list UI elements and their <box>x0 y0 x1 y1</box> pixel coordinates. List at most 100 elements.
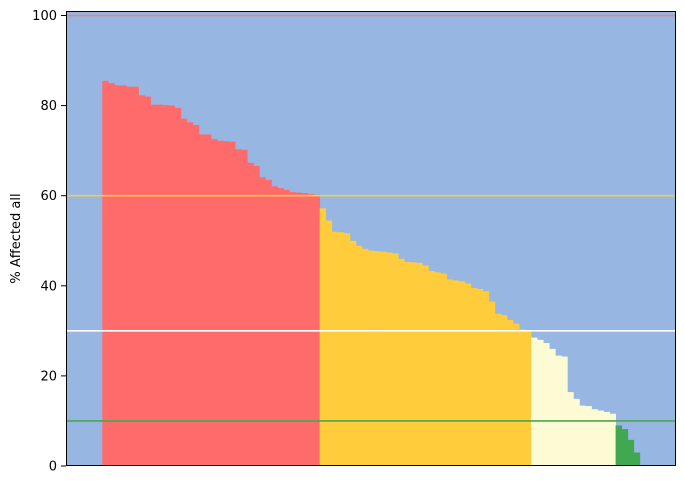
bar <box>567 392 574 466</box>
bar <box>108 83 115 466</box>
bar <box>476 288 484 466</box>
bar <box>512 323 520 466</box>
bar <box>585 406 592 466</box>
bar <box>494 313 502 466</box>
y-tick-label: 20 <box>40 369 57 384</box>
bar <box>235 149 242 467</box>
bar <box>361 248 369 466</box>
bar <box>386 252 393 466</box>
bar <box>440 273 447 466</box>
bar <box>506 320 514 466</box>
bar <box>247 162 254 466</box>
bar <box>180 118 188 467</box>
bar <box>168 105 176 466</box>
bar <box>500 315 508 466</box>
bar <box>210 138 218 466</box>
bar <box>609 413 616 466</box>
y-tick-label: 40 <box>40 279 57 294</box>
bar <box>410 262 417 466</box>
bar <box>374 251 381 466</box>
y-tick-label: 0 <box>49 460 57 475</box>
bar <box>422 265 429 466</box>
bar <box>120 85 127 466</box>
bar <box>518 329 526 466</box>
bar <box>331 231 339 466</box>
bar <box>241 149 248 466</box>
bar <box>621 429 629 466</box>
bar <box>144 96 151 466</box>
bar <box>319 208 327 466</box>
bar <box>482 291 490 466</box>
bar <box>301 193 308 466</box>
bar <box>216 140 224 467</box>
bar <box>392 253 399 466</box>
bar <box>603 411 610 466</box>
bar <box>537 339 544 466</box>
bar <box>132 86 139 467</box>
bar <box>277 188 284 467</box>
y-tick-label: 80 <box>40 99 57 114</box>
y-axis: 0 20 40 60 80 100 <box>32 9 66 475</box>
bar <box>289 192 296 466</box>
bar <box>265 179 272 466</box>
reference-lines-group <box>66 14 676 422</box>
bar <box>615 425 623 466</box>
bar <box>204 134 212 466</box>
bar <box>307 193 315 466</box>
bar <box>325 220 333 466</box>
bars-group <box>102 80 641 467</box>
bar <box>579 405 586 466</box>
bar <box>488 301 496 466</box>
bar <box>591 409 598 466</box>
bar <box>343 233 351 466</box>
bar <box>102 80 109 466</box>
bar <box>349 240 357 466</box>
y-axis-title: % Affected all <box>9 193 24 283</box>
bar <box>126 86 133 467</box>
bar <box>198 134 206 466</box>
bar <box>114 85 121 466</box>
bar <box>452 280 459 466</box>
bar <box>355 245 363 466</box>
bar <box>283 189 290 466</box>
y-tick-label: 60 <box>40 189 57 204</box>
bar <box>150 104 157 466</box>
bar <box>597 410 604 466</box>
bar <box>271 186 278 467</box>
bar <box>531 337 538 466</box>
bar <box>573 398 580 466</box>
bar <box>633 452 641 466</box>
plot-frame <box>66 11 676 466</box>
bar <box>446 279 453 466</box>
bar <box>253 165 260 466</box>
bar <box>627 439 635 466</box>
bar <box>404 261 411 466</box>
y-tick-label: 100 <box>32 9 57 24</box>
bar <box>295 192 302 467</box>
bar <box>428 270 435 466</box>
bar <box>259 177 266 467</box>
bar <box>162 105 170 467</box>
bar <box>223 141 230 466</box>
bar <box>174 107 182 467</box>
bar <box>458 281 466 466</box>
bar <box>555 355 562 466</box>
bar <box>192 124 200 466</box>
bar <box>561 356 568 466</box>
bar <box>186 122 194 467</box>
bar <box>229 141 236 466</box>
bar <box>543 343 550 466</box>
bar <box>416 262 423 466</box>
bar <box>367 250 375 466</box>
bar <box>549 348 556 466</box>
bar <box>138 95 145 467</box>
bar <box>434 272 441 466</box>
bar <box>156 104 164 466</box>
bar <box>337 232 345 466</box>
bar <box>398 258 405 466</box>
bar <box>464 283 472 466</box>
bar <box>380 251 387 466</box>
bar <box>525 329 532 466</box>
bar <box>470 288 478 466</box>
